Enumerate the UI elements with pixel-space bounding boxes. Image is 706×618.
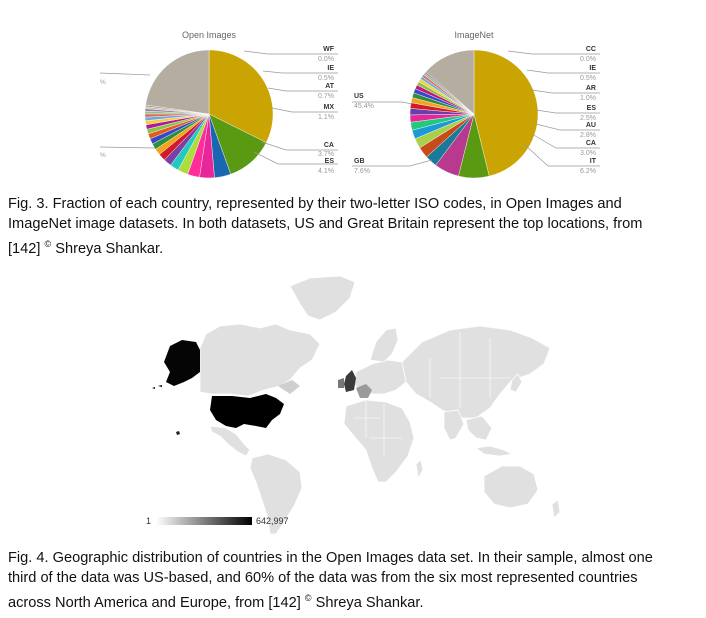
label-value: 0.0% (580, 56, 596, 63)
map-region-canada-east (278, 380, 300, 394)
label-code: IE (589, 65, 596, 72)
label-code: ES (325, 158, 335, 165)
label-code: US (354, 93, 364, 100)
map-legend-max: 642,997 (256, 516, 289, 526)
map-region-australia (483, 465, 539, 509)
map-region-south-america (249, 453, 303, 535)
copyright-symbol: © (44, 239, 52, 249)
pie-slice-us (473, 49, 539, 177)
caption-line: Fig. 4. Geographic distribution of count… (8, 550, 653, 566)
caption-ref: across North America and Europe, from [1… (8, 595, 301, 611)
label-code: AT (325, 83, 335, 90)
pie-slice (208, 49, 274, 143)
pie-slice (425, 49, 475, 115)
map-legend-min: 1 (146, 516, 151, 526)
pie-imagenet (409, 49, 539, 179)
caption-line: [142] © Shreya Shankar. (8, 234, 698, 259)
label-value: 0.5% (580, 75, 596, 82)
map-region-new-zealand (551, 499, 561, 519)
pie-open-images-left-label-1: % (100, 79, 106, 86)
label-code: IE (327, 65, 334, 72)
pie-open-images-leaders (243, 50, 338, 165)
caption-line: across North America and Europe, from [1… (8, 588, 698, 613)
label-code: CA (324, 142, 334, 149)
map-region-uk (344, 370, 356, 392)
map-region-india (443, 409, 465, 441)
label-value: 2.5% (580, 115, 596, 122)
map-region-africa (343, 399, 415, 483)
map-legend-gradient (156, 517, 252, 525)
label-value: 0.5% (318, 75, 334, 82)
label-code: WF (323, 46, 335, 53)
label-code: ES (587, 105, 597, 112)
pie-open-images (144, 49, 274, 179)
label-value: 4.1% (318, 168, 334, 175)
caption-line: Fig. 3. Fraction of each country, repres… (8, 196, 622, 212)
fig3-pie-charts: Open Images % % WF 0.0% IE 0.5% AT 0.7% … (99, 30, 600, 179)
label-value: 0.7% (318, 93, 334, 100)
pie-imagenet-left-leaders (352, 101, 433, 167)
fig4-world-map: 1 642,997 (146, 275, 561, 535)
map-region-canada (199, 323, 321, 397)
label-value: 7.6% (354, 168, 370, 175)
map-region-indonesia (474, 445, 514, 457)
pie-open-images-left-labels (99, 72, 156, 149)
copyright-symbol: © (304, 593, 312, 603)
label-value: 45.4% (354, 103, 374, 110)
map-region-southeast-asia (465, 415, 493, 441)
fig4-caption: Fig. 4. Geographic distribution of count… (8, 548, 698, 613)
map-region-asia (401, 325, 551, 419)
map-region-madagascar (415, 459, 424, 480)
label-value: 6.2% (580, 168, 596, 175)
label-value: 3.7% (318, 151, 334, 158)
label-value: 2.8% (580, 132, 596, 139)
label-code: IT (590, 158, 597, 165)
map-region-hawaii (176, 431, 180, 435)
map-borders (354, 332, 510, 456)
map-region-aleutians (152, 385, 162, 389)
pie-title-open-images: Open Images (182, 30, 237, 40)
pie-imagenet-leaders (507, 50, 600, 167)
label-code: GB (354, 158, 365, 165)
pie-imagenet-right-labels: CC 0.0% IE 0.5% AR 1.0% ES 2.5% AU 2.8% … (580, 46, 597, 175)
map-land-masses (199, 275, 561, 535)
pie-open-images-right-labels: WF 0.0% IE 0.5% AT 0.7% MX 1.1% CA 3.7% … (318, 46, 335, 175)
map-region-greenland (289, 275, 356, 321)
map-region-japan (509, 373, 523, 393)
pie-open-images-left-label-2: % (100, 152, 106, 159)
label-code: CC (586, 46, 596, 53)
label-value: 1.1% (318, 114, 334, 121)
map-region-alaska (164, 340, 200, 386)
map-high-values (152, 340, 372, 435)
label-code: AR (586, 85, 596, 92)
map-region-mexico (209, 425, 251, 457)
label-value: 3.0% (580, 150, 596, 157)
map-region-ireland (338, 378, 344, 388)
pie-title-imagenet: ImageNet (454, 30, 494, 40)
label-value: 0.0% (318, 56, 334, 63)
fig3-caption: Fig. 3. Fraction of each country, repres… (8, 194, 698, 259)
label-code: MX (324, 104, 335, 111)
label-code: AU (586, 122, 596, 129)
caption-line: ImageNet image datasets. In both dataset… (8, 216, 643, 232)
map-region-western-europe (356, 384, 372, 398)
caption-credit: Shreya Shankar. (55, 241, 164, 257)
label-value: 1.0% (580, 95, 596, 102)
pie-imagenet-left-labels: US 45.4% GB 7.6% (354, 93, 374, 175)
map-region-scandinavia (369, 327, 399, 363)
label-code: CA (586, 140, 596, 147)
caption-line: third of the data was US-based, and 60% … (8, 570, 638, 586)
pie-slice (145, 49, 210, 115)
caption-credit: Shreya Shankar. (315, 595, 424, 611)
map-region-usa (210, 394, 284, 428)
caption-ref: [142] (8, 241, 41, 257)
